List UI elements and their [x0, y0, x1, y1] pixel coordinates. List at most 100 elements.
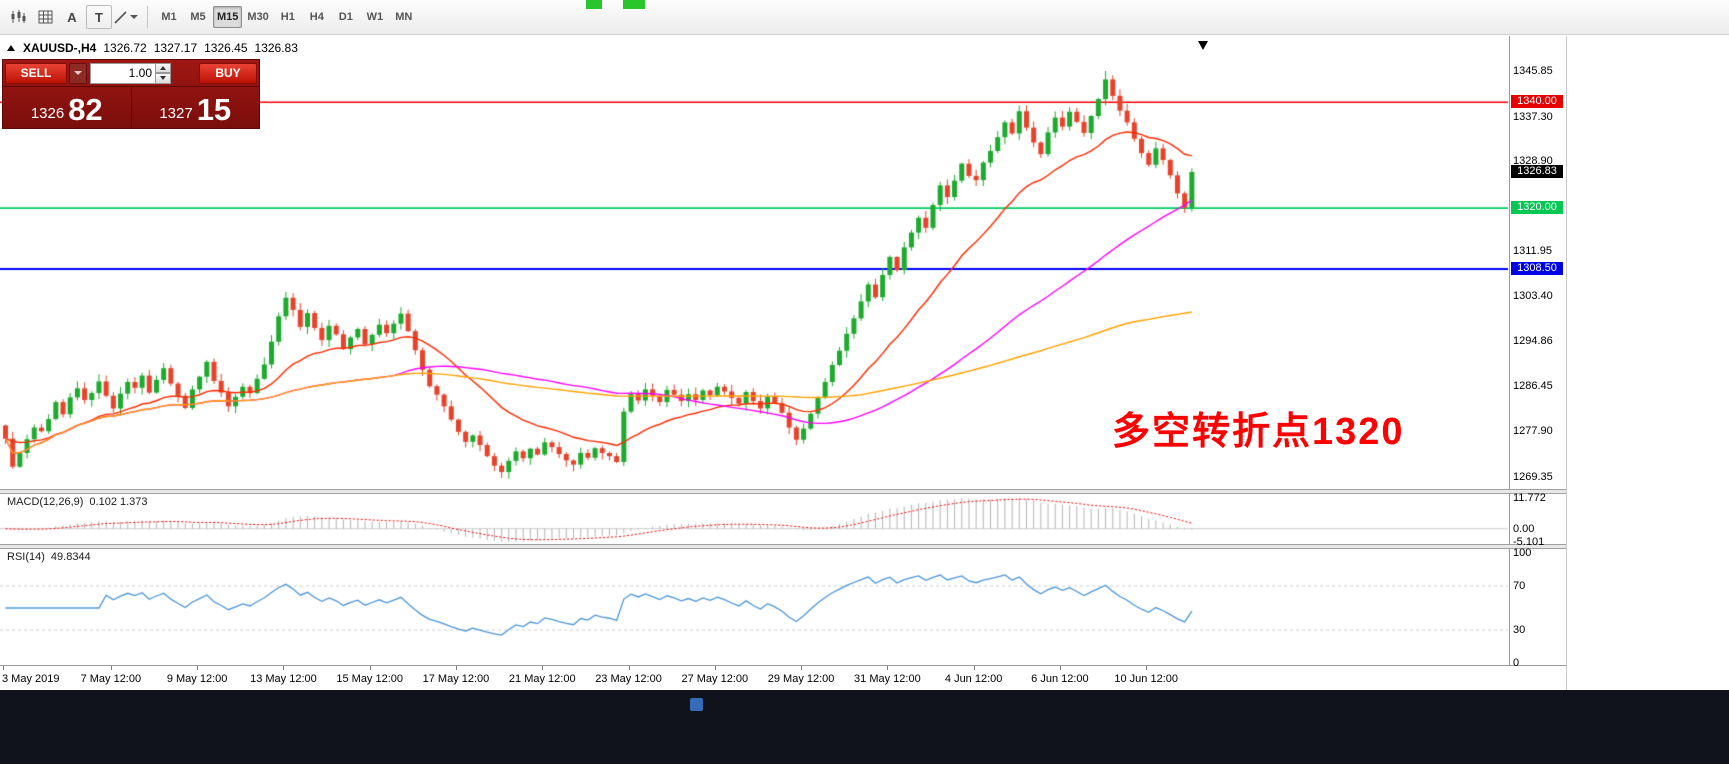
- buy-button[interactable]: BUY: [199, 62, 257, 84]
- volume-increase-button[interactable]: [156, 62, 171, 73]
- chart-type-icon[interactable]: [5, 5, 31, 29]
- draw-tools-icon[interactable]: [113, 5, 139, 29]
- time-axis-label: 10 Jun 12:00: [1114, 673, 1179, 685]
- symbol-marker-icon: [7, 45, 15, 51]
- macd-values: 0.102 1.373: [89, 496, 148, 508]
- chart-shift-marker-icon[interactable]: [1198, 41, 1208, 50]
- time-axis-tick: [542, 666, 544, 670]
- down-arrow-icon: [160, 76, 166, 81]
- time-axis-label: 13 May 12:00: [250, 673, 317, 685]
- one-click-trading-panel: SELL BUY 1326 82 1327 15: [2, 59, 260, 129]
- time-axis-label: 21 May 12:00: [508, 673, 576, 685]
- price-axis-badge: 1320.00: [1511, 201, 1563, 215]
- macd-axis-label: -5.101: [1513, 536, 1545, 548]
- price-axis-badge: 1340.00: [1511, 95, 1563, 109]
- timeframe-button-m30[interactable]: M30: [247, 11, 269, 23]
- price-axis-label: 1328.90: [1513, 155, 1553, 168]
- price-axis-border: [1509, 36, 1510, 690]
- price-axis-label: 1345.85: [1513, 65, 1553, 78]
- timeframe-button-m5[interactable]: M5: [190, 11, 206, 23]
- timeframe-button-m1[interactable]: M1: [161, 11, 177, 23]
- chart-symbol: XAUUSD-,H4: [23, 41, 97, 55]
- time-axis-tick: [283, 666, 285, 670]
- rsi-axis-label: 100: [1513, 547, 1532, 559]
- buy-price-display[interactable]: 1327 15: [132, 87, 260, 128]
- time-axis-label: 9 May 12:00: [166, 673, 228, 685]
- taskbar-app-icon[interactable]: [690, 698, 703, 711]
- chart-ohlc-header: XAUUSD-,H4 1326.72 1327.17 1326.45 1326.…: [7, 41, 298, 55]
- trendline-glyph: [114, 10, 127, 24]
- price-axis-label: 1269.35: [1513, 470, 1553, 483]
- ohlc-open: 1326.72: [103, 41, 147, 55]
- time-axis-label: 23 May 12:00: [595, 673, 662, 685]
- macd-panel-splitter[interactable]: [0, 489, 1566, 494]
- macd-axis-label: 11.772: [1513, 492, 1546, 504]
- timeframe-button-mn[interactable]: MN: [395, 11, 413, 23]
- volume-dropdown-button[interactable]: [69, 62, 87, 84]
- rsi-panel-splitter[interactable]: [0, 544, 1566, 549]
- chart-canvas[interactable]: [0, 36, 1510, 666]
- time-axis-tick: [3, 666, 4, 670]
- toolbar: A T M1 M5 M15 M30 H1 H4 D1 W1 MN: [0, 0, 1729, 35]
- time-axis-label: 15 May 12:00: [336, 673, 404, 685]
- rsi-value: 49.8344: [50, 551, 91, 563]
- price-axis-badge: 1308.50: [1511, 262, 1563, 276]
- sell-price-small: 1326: [30, 105, 65, 122]
- up-arrow-icon: [160, 65, 166, 70]
- timeframe-button-h1[interactable]: H1: [280, 11, 295, 23]
- chevron-down-icon: [130, 15, 138, 19]
- price-axis-label: 1303.40: [1513, 290, 1553, 303]
- rsi-axis-label: 0: [1513, 657, 1520, 669]
- ohlc-high: 1327.17: [153, 41, 198, 55]
- screen-artifact: [623, 0, 645, 9]
- price-axis-label: 1286.45: [1513, 379, 1553, 392]
- macd-label: MACD(12,26,9): [7, 496, 84, 508]
- sell-price-big: 82: [68, 92, 103, 127]
- time-axis-tick: [1059, 666, 1061, 670]
- grid-icon[interactable]: [32, 5, 58, 29]
- time-axis-label: 6 Jun 12:00: [1031, 673, 1089, 685]
- rsi-header: RSI(14) 49.8344: [7, 551, 91, 563]
- volume-stepper: [156, 62, 171, 84]
- timeframe-button-h4[interactable]: H4: [309, 11, 324, 23]
- time-axis-label: 7 May 12:00: [80, 673, 142, 685]
- price-axis-label: 1294.86: [1513, 335, 1553, 348]
- sell-button[interactable]: SELL: [5, 62, 67, 84]
- taskbar[interactable]: [0, 690, 1729, 764]
- cursor-a-icon[interactable]: A: [67, 9, 77, 25]
- time-axis-tick: [887, 666, 889, 670]
- time-axis-tick: [801, 666, 803, 670]
- chart-window-right-border: [1566, 36, 1567, 690]
- time-axis-tick: [369, 666, 371, 670]
- rsi-axis-label: 30: [1513, 624, 1526, 636]
- macd-header: MACD(12,26,9) 0.102 1.373: [7, 496, 148, 508]
- timeframe-button-d1[interactable]: D1: [338, 11, 353, 23]
- time-axis: 3 May 2019 7 May 12:00 9 May 12:00 13 May 1…: [0, 666, 1566, 690]
- time-axis-tick: [973, 666, 975, 670]
- timeframe-button-m15[interactable]: M15: [213, 6, 243, 28]
- grid-glyph: [38, 10, 52, 24]
- time-axis-tick: [455, 666, 457, 670]
- volume-control: [90, 62, 171, 84]
- sell-price-display[interactable]: 1326 82: [3, 87, 132, 128]
- time-axis-label: 17 May 12:00: [422, 673, 490, 685]
- time-axis-tick: [110, 666, 112, 670]
- time-axis-label: 29 May 12:00: [767, 673, 835, 685]
- time-axis-label: 27 May 12:00: [681, 673, 749, 685]
- buy-price-small: 1327: [159, 105, 193, 122]
- price-axis-label: 1311.95: [1513, 244, 1552, 257]
- timeframe-toolbar: M1 M5 M15 M30 H1 H4 D1 W1 MN: [155, 6, 419, 28]
- rsi-label: RSI(14): [7, 551, 45, 563]
- volume-decrease-button[interactable]: [156, 73, 171, 84]
- buy-price-big: 15: [196, 92, 232, 127]
- text-tool-icon[interactable]: T: [86, 5, 112, 29]
- timeframe-button-w1[interactable]: W1: [366, 11, 384, 23]
- screen-artifact: [586, 0, 602, 9]
- volume-input[interactable]: [90, 62, 156, 84]
- time-axis-label: 31 May 12:00: [854, 673, 921, 685]
- toolbar-separator: [147, 6, 148, 28]
- rsi-axis-label: 70: [1513, 580, 1526, 592]
- time-axis-border: [0, 665, 1566, 666]
- ohlc-low: 1326.45: [204, 41, 248, 55]
